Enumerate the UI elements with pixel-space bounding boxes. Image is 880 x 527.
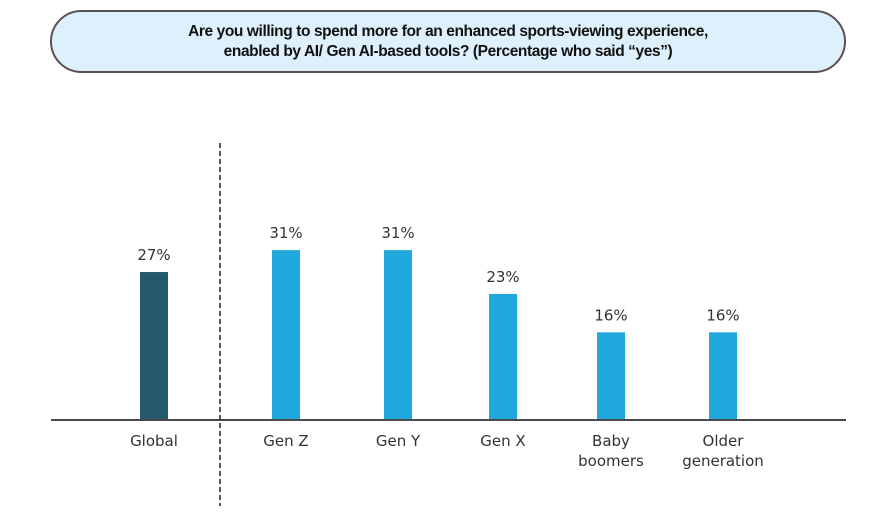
category-label-older-generation: Older generation	[682, 432, 764, 470]
value-labels-group: 27% 31% 31% 23% 16% 16%	[137, 224, 739, 324]
category-label-line: Gen X	[480, 432, 525, 450]
category-labels-group: Global Gen Z Gen Y Gen X Baby boomers Older gen…	[130, 432, 764, 470]
chart-title-line-1: Are you willing to spend more for an enh…	[188, 22, 708, 40]
category-label-line: Gen Z	[263, 432, 308, 450]
chart-title-line-2: enabled by AI/ Gen AI-based tools? (Perc…	[223, 42, 673, 60]
bar-older-generation	[709, 332, 737, 420]
value-label-gen-x: 23%	[486, 268, 519, 286]
category-label-line: Baby	[592, 432, 630, 450]
category-label-global: Global	[130, 432, 178, 450]
value-label-gen-y: 31%	[381, 224, 414, 242]
bar-baby-boomers	[597, 332, 625, 420]
value-label-older-generation: 16%	[706, 306, 739, 324]
category-label-baby-boomers: Baby boomers	[578, 432, 644, 470]
category-label-line: Global	[130, 432, 178, 450]
category-label-line: Gen Y	[376, 432, 421, 450]
value-label-global: 27%	[137, 246, 170, 264]
category-label-line: boomers	[578, 452, 644, 470]
category-label-gen-y: Gen Y	[376, 432, 421, 450]
chart-title-box: Are you willing to spend more for an enh…	[50, 10, 846, 73]
bar-gen-z	[272, 250, 300, 420]
category-label-line: generation	[682, 452, 764, 470]
bars-group	[140, 250, 737, 420]
bar-global	[140, 272, 168, 420]
category-label-gen-z: Gen Z	[263, 432, 308, 450]
chart-title: Are you willing to spend more for an enh…	[188, 22, 708, 62]
bar-gen-y	[384, 250, 412, 420]
category-label-line: Older	[703, 432, 745, 450]
bar-gen-x	[489, 293, 517, 420]
category-label-gen-x: Gen X	[480, 432, 525, 450]
value-label-baby-boomers: 16%	[594, 306, 627, 324]
value-label-gen-z: 31%	[269, 224, 302, 242]
